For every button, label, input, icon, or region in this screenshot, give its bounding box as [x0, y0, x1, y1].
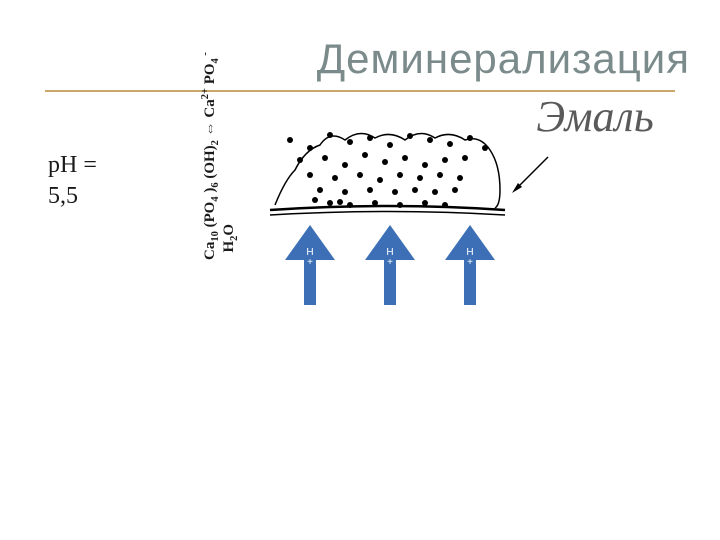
hplus-arrow: H+ [280, 225, 340, 305]
chemical-formula: Са10 (РО4 )6 (ОН)2 ⇔ Са2+ РО4 - Н2О [200, 0, 240, 260]
hplus-arrow: H+ [360, 225, 420, 305]
enamel-label: Эмаль [525, 95, 665, 139]
hplus-arrow: H+ [440, 225, 500, 305]
hplus-arrows-group: H+ H+ H+ [280, 225, 520, 305]
ph-label: рН = 5,5 [48, 150, 97, 212]
hplus-label: H+ [304, 248, 316, 268]
enamel-diagram [250, 120, 530, 230]
slide-title: Деминерализация [317, 35, 690, 83]
ph-line1: рН = [48, 152, 97, 178]
ph-line2: 5,5 [48, 183, 78, 209]
hplus-label: H+ [384, 248, 396, 268]
hplus-label: H+ [464, 248, 476, 268]
